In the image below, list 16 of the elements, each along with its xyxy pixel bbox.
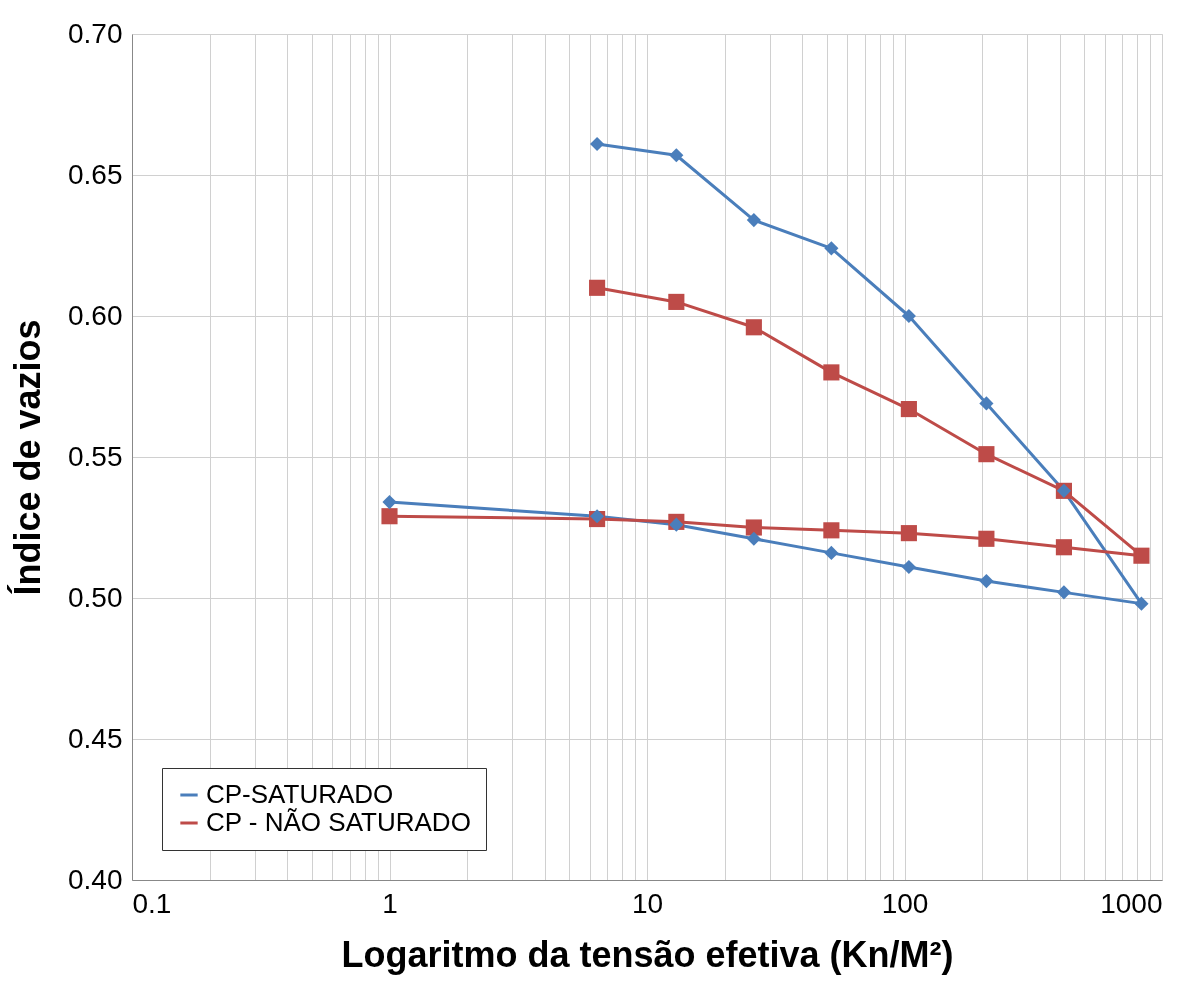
x-tick-label: 0.1 (132, 887, 172, 919)
x-tick-label: 1000 (1100, 887, 1163, 919)
y-tick-label: 0.40 (68, 863, 123, 895)
x-tick-label: 1 (382, 887, 398, 919)
y-tick-label: 0.60 (68, 299, 123, 331)
legend-label: CP - NÃO SATURADO (206, 807, 471, 837)
legend-label: CP-SATURADO (206, 779, 394, 809)
x-axis-title: Logaritmo da tensão efetiva (Kn/M²) (341, 933, 954, 975)
y-tick-label: 0.45 (68, 722, 123, 754)
y-tick-label: 0.70 (68, 17, 123, 49)
y-tick-label: 0.50 (68, 581, 123, 613)
y-tick-label: 0.55 (68, 440, 123, 472)
x-tick-label: 10 (631, 887, 664, 919)
y-tick-label: 0.65 (68, 158, 123, 190)
y-axis-title: Índice de vazios (7, 319, 48, 596)
x-tick-label: 100 (881, 887, 929, 919)
